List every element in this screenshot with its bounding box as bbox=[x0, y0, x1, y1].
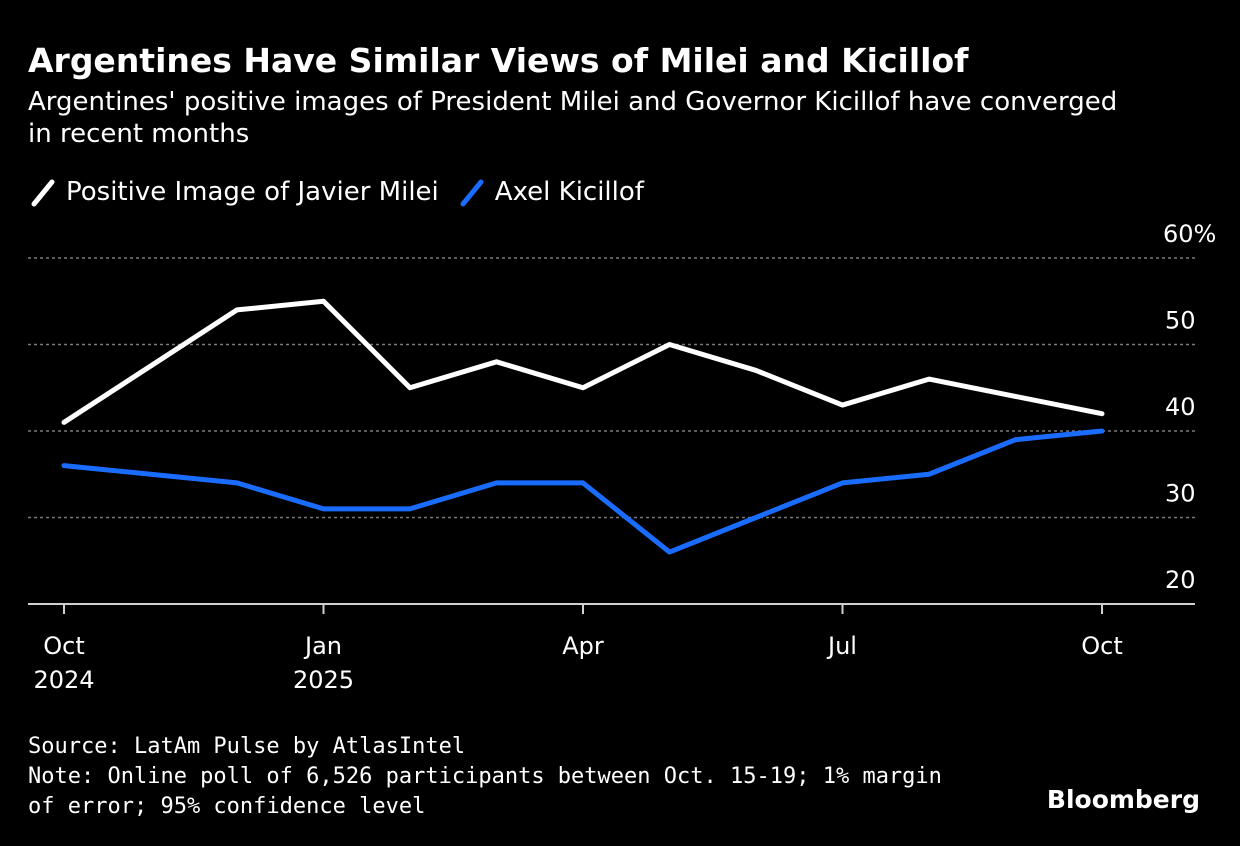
bloomberg-logo: Bloomberg bbox=[1046, 785, 1200, 814]
x-tick-label-2025-07: Jul bbox=[826, 632, 857, 660]
x-tick-label-2025-04: Apr bbox=[562, 632, 604, 660]
chart-subtitle: Argentines' positive images of President… bbox=[28, 87, 1118, 149]
x-tick-sublabel-2024-10: 2024 bbox=[33, 666, 94, 694]
x-tick-label-2025-01: Jan bbox=[303, 632, 342, 660]
y-tick-label-60: 60% bbox=[1163, 220, 1216, 248]
x-tick-label-2024-10: Oct bbox=[43, 632, 85, 660]
series-line-kicillof bbox=[61, 428, 1105, 555]
y-tick-label-50: 50 bbox=[1165, 307, 1196, 335]
chart-footer: Source: LatAm Pulse by AtlasIntel Note: … bbox=[28, 732, 958, 822]
source-text: Source: LatAm Pulse by AtlasIntel bbox=[28, 734, 466, 759]
y-tick-label-30: 30 bbox=[1165, 480, 1196, 508]
legend-swatch-kicillof bbox=[460, 179, 484, 207]
legend-label-kicillof: Axel Kicillof bbox=[494, 177, 644, 207]
legend-item-milei: Positive Image of Javier Milei bbox=[30, 174, 439, 210]
chart-legend: Positive Image of Javier Milei Axel Kici… bbox=[30, 174, 664, 210]
note-text: Note: Online poll of 6,526 participants … bbox=[28, 764, 942, 819]
legend-swatch-milei bbox=[31, 179, 55, 207]
series-line-milei bbox=[61, 298, 1105, 425]
x-tick-label-2025-10: Oct bbox=[1081, 632, 1123, 660]
chart-title: Argentines Have Similar Views of Milei a… bbox=[28, 41, 969, 80]
legend-item-kicillof: Axel Kicillof bbox=[459, 174, 644, 210]
y-tick-label-20: 20 bbox=[1165, 566, 1196, 594]
y-tick-label-40: 40 bbox=[1165, 393, 1196, 421]
x-tick-sublabel-2025-01: 2025 bbox=[293, 666, 354, 694]
legend-label-milei: Positive Image of Javier Milei bbox=[66, 177, 439, 207]
